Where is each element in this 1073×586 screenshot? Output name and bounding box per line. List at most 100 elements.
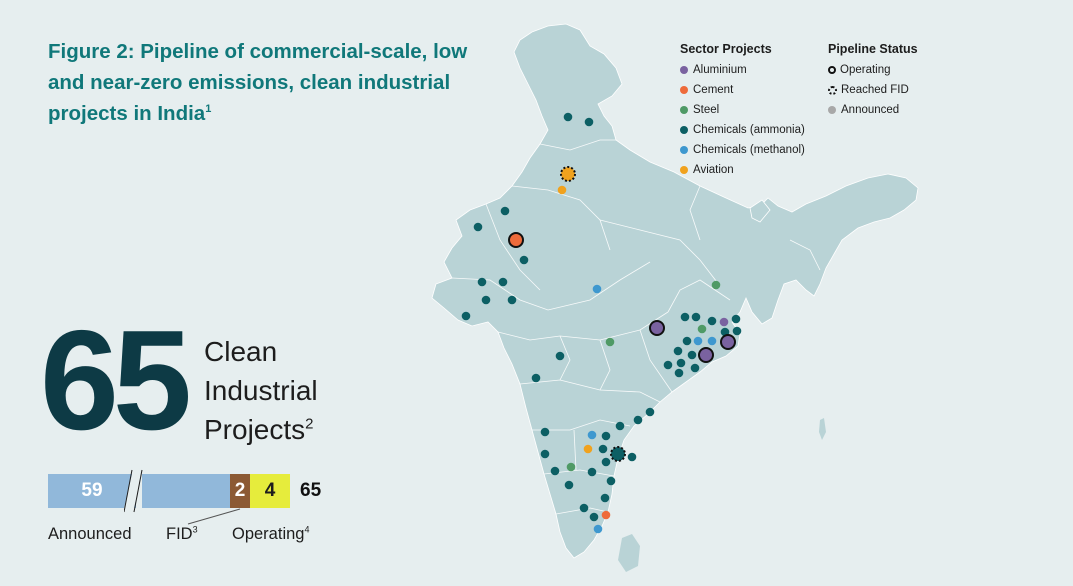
project-marker (680, 312, 690, 322)
total-projects-label: Clean Industrial Projects2 (204, 332, 318, 449)
project-marker (477, 277, 487, 287)
sector-legend-item: Aviation (680, 163, 734, 177)
operating-footnote: 4 (304, 524, 310, 535)
project-marker (560, 166, 576, 182)
status-announced: Announced (828, 103, 899, 117)
project-marker (540, 427, 550, 437)
project-marker (627, 452, 637, 462)
status-legend-title: Pipeline Status (828, 42, 918, 56)
fid-caption-text: FID (166, 525, 193, 543)
project-marker (645, 407, 655, 417)
grey-dot-icon (828, 106, 836, 114)
sector-legend-label: Aluminium (693, 64, 747, 76)
project-marker (687, 350, 697, 360)
project-marker (732, 326, 742, 336)
project-markers (461, 112, 742, 534)
project-marker (605, 337, 615, 347)
dotted-ring-icon (828, 85, 837, 95)
northeast-region (749, 199, 771, 223)
state-borders (451, 139, 821, 515)
fid-caption: FID3 (166, 525, 198, 544)
project-marker (698, 347, 714, 363)
project-marker (610, 446, 626, 462)
project-marker (693, 336, 703, 346)
project-marker (550, 466, 560, 476)
project-marker (589, 512, 599, 522)
project-marker (720, 334, 736, 350)
project-marker (682, 336, 692, 346)
sector-dot-icon (680, 126, 688, 134)
announced-bar: 59 (48, 474, 136, 508)
announced-caption: Announced (48, 525, 132, 543)
project-marker (674, 368, 684, 378)
project-marker (690, 363, 700, 373)
sector-dot-icon (680, 106, 688, 114)
project-marker (598, 444, 608, 454)
total-projects-number: 65 (40, 301, 192, 460)
project-marker (711, 280, 721, 290)
project-marker (508, 232, 524, 248)
sector-dot-icon (680, 66, 688, 74)
sector-legend-item: Chemicals (ammonia) (680, 123, 805, 137)
project-marker (601, 510, 611, 520)
project-marker (587, 467, 597, 477)
project-marker (676, 358, 686, 368)
announced-bar-continued (142, 474, 230, 508)
india-landmass (431, 23, 919, 559)
axis-break-icon (124, 469, 143, 513)
project-marker (473, 222, 483, 232)
project-marker (633, 415, 643, 425)
label-line-3: Projects (204, 414, 306, 445)
project-marker (540, 449, 550, 459)
project-marker (481, 295, 491, 305)
project-marker (531, 373, 541, 383)
sector-dot-icon (680, 166, 688, 174)
sector-dot-icon (680, 146, 688, 154)
status-operating: Operating (828, 63, 891, 77)
status-fid-label: Reached FID (841, 84, 909, 96)
project-marker (601, 457, 611, 467)
project-marker (584, 117, 594, 127)
project-marker (673, 346, 683, 356)
project-marker (498, 277, 508, 287)
sector-legend-item: Steel (680, 103, 719, 117)
sector-legend-label: Chemicals (methanol) (693, 144, 805, 156)
project-marker (606, 476, 616, 486)
project-marker (507, 295, 517, 305)
sector-legend-label: Aviation (693, 164, 734, 176)
project-marker (587, 430, 597, 440)
project-marker (592, 284, 602, 294)
sector-dot-icon (680, 86, 688, 94)
project-marker (461, 311, 471, 321)
sector-legend-item: Chemicals (methanol) (680, 143, 805, 157)
sector-legend-label: Cement (693, 84, 734, 96)
label-line-3-wrap: Projects2 (204, 410, 318, 449)
figure-title-text: Figure 2: Pipeline of commercial-scale, … (48, 40, 468, 125)
project-marker (563, 112, 573, 122)
project-marker (697, 324, 707, 334)
andaman-islands (819, 418, 826, 440)
label-line-2: Industrial (204, 375, 318, 406)
project-marker (564, 480, 574, 490)
sector-legend-item: Aluminium (680, 63, 747, 77)
label-line-1: Clean (204, 336, 278, 367)
figure-title: Figure 2: Pipeline of commercial-scale, … (48, 36, 478, 129)
project-marker (519, 255, 529, 265)
project-marker (649, 320, 665, 336)
status-fid: Reached FID (828, 83, 909, 97)
project-marker (583, 444, 593, 454)
project-marker (500, 206, 510, 216)
project-marker (555, 351, 565, 361)
project-marker (566, 462, 576, 472)
sector-legend-item: Cement (680, 83, 733, 97)
project-marker (615, 421, 625, 431)
label-footnote: 2 (305, 415, 314, 433)
sector-legend-title: Sector Projects (680, 42, 772, 56)
solid-ring-icon (828, 66, 836, 74)
project-marker (707, 336, 717, 346)
project-marker (691, 312, 701, 322)
fid-bar: 2 (230, 474, 250, 508)
project-marker (600, 493, 610, 503)
title-footnote: 1 (205, 103, 212, 116)
